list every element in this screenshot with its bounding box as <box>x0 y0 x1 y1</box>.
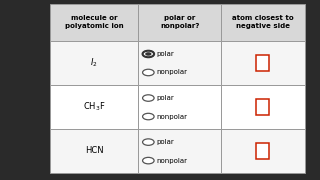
Text: nonpolar: nonpolar <box>156 114 188 120</box>
Circle shape <box>143 157 154 164</box>
Circle shape <box>143 51 154 57</box>
Bar <box>221 129 305 173</box>
Text: polar: polar <box>156 51 174 57</box>
Bar <box>139 129 221 173</box>
Text: nonpolar: nonpolar <box>156 158 188 164</box>
Circle shape <box>143 113 154 120</box>
Bar <box>256 55 269 71</box>
Text: HCN: HCN <box>85 146 104 155</box>
Text: molecule or
polyatomic ion: molecule or polyatomic ion <box>65 15 124 29</box>
Bar <box>50 41 139 85</box>
Text: polar or
nonpolar?: polar or nonpolar? <box>160 15 199 29</box>
Text: nonpolar: nonpolar <box>156 69 188 75</box>
Circle shape <box>145 52 151 56</box>
Bar <box>50 4 139 41</box>
Bar <box>221 85 305 129</box>
Bar <box>139 41 221 85</box>
Text: I$_2$: I$_2$ <box>91 57 98 69</box>
Circle shape <box>143 95 154 101</box>
Circle shape <box>143 139 154 145</box>
Bar <box>256 99 269 115</box>
Bar <box>50 129 139 173</box>
Bar <box>139 4 221 41</box>
Bar <box>256 143 269 159</box>
Bar <box>221 41 305 85</box>
Circle shape <box>143 69 154 76</box>
Bar <box>139 85 221 129</box>
Text: CH$_3$F: CH$_3$F <box>83 101 106 113</box>
Bar <box>50 85 139 129</box>
Text: atom closest to
negative side: atom closest to negative side <box>232 15 293 29</box>
Text: polar: polar <box>156 95 174 101</box>
Text: polar: polar <box>156 139 174 145</box>
Bar <box>221 4 305 41</box>
Circle shape <box>143 51 154 57</box>
